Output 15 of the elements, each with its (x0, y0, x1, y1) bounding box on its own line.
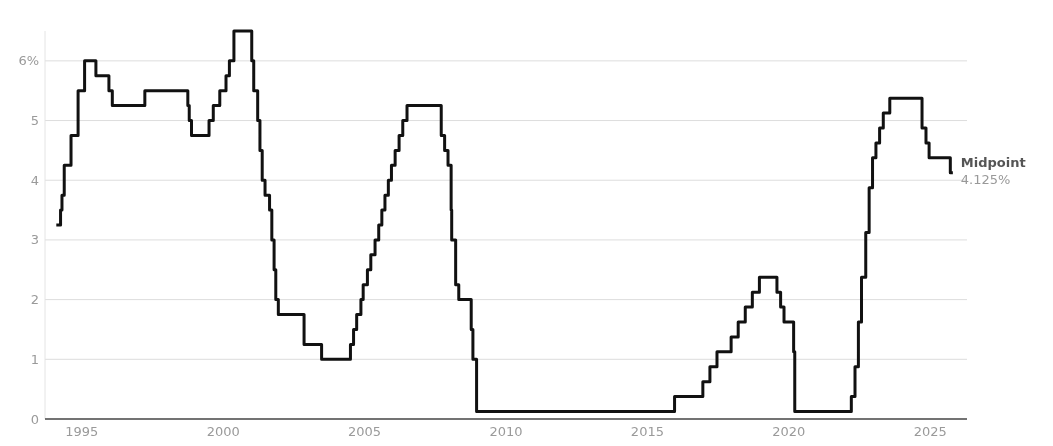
x-tick-label: 2015 (630, 424, 664, 439)
y-tick-label: 2 (30, 292, 39, 308)
y-tick-label: 6% (18, 53, 39, 69)
y-tick-label: 0 (30, 411, 39, 427)
x-tick-label: 2005 (348, 424, 382, 439)
x-tick-label: 2025 (913, 424, 947, 439)
x-tick-label: 2020 (772, 424, 806, 439)
x-tick-label: 1995 (65, 424, 99, 439)
x-tick-label: 2000 (206, 424, 240, 439)
annotation: Midpoint 4.125% (960, 154, 1026, 187)
x-tick-label: 2010 (489, 424, 523, 439)
y-tick-label: 1 (30, 351, 39, 367)
y-tick-label: 3 (30, 232, 39, 248)
y-tick-label: 4 (30, 172, 39, 188)
y-tick-label: 5 (30, 113, 39, 129)
